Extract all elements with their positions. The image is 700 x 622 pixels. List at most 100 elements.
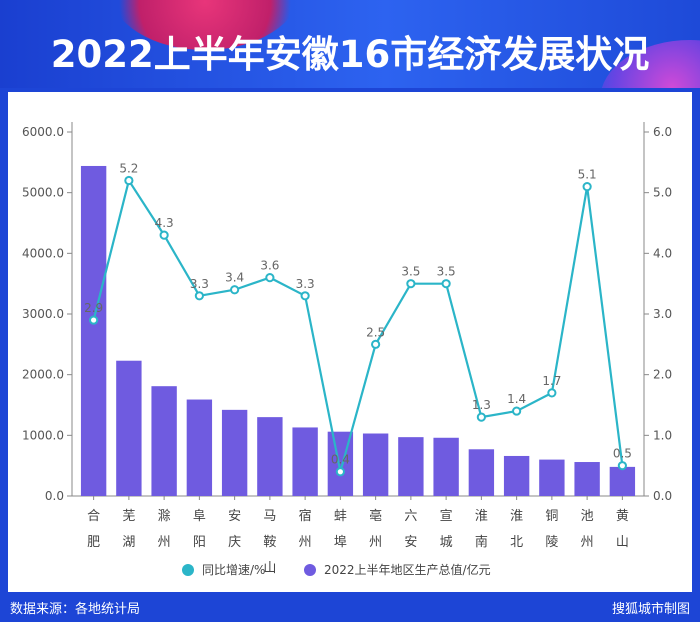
line-point [547, 388, 557, 398]
data-label: 1.7 [542, 374, 561, 388]
line-point [441, 279, 451, 289]
bar [116, 360, 142, 496]
x-tick-label: 北 [510, 535, 523, 550]
data-label: 3.5 [437, 265, 456, 279]
bar [362, 433, 389, 496]
x-tick-label: 陵 [545, 535, 558, 550]
line-point [159, 230, 169, 240]
line-point [265, 273, 275, 283]
x-tick-label: 湖 [122, 535, 135, 550]
x-tick-label: 滁 [158, 508, 171, 524]
line-point [406, 279, 416, 289]
header-banner: 2022上半年安徽16市经济发展状况 [0, 0, 700, 88]
x-tick-label: 芜 [122, 509, 135, 524]
y-left-tick-label: 5000.0 [22, 186, 64, 200]
bar [468, 449, 495, 496]
bar [186, 399, 213, 496]
data-label: 3.5 [401, 265, 420, 279]
x-tick-label: 州 [158, 535, 171, 550]
x-tick-label: 州 [369, 535, 382, 550]
data-label: 2.5 [366, 325, 385, 339]
x-tick-label: 淮 [510, 509, 523, 524]
y-right-tick-label: 3.0 [653, 307, 672, 321]
x-tick-label: 庆 [228, 535, 241, 550]
credit: 搜狐城市制图 [611, 602, 690, 617]
y-left-tick-label: 4000.0 [22, 246, 64, 260]
line-point [194, 291, 204, 301]
y-left-tick-label: 0.0 [45, 489, 64, 503]
y-right-tick-label: 4.0 [653, 246, 672, 260]
x-tick-label: 合 [87, 509, 100, 524]
combo-chart: 0.0 1000.0 2000.0 3000.0 4000.0 5000.0 6000.0 0… [22, 122, 672, 577]
data-label: 0.4 [331, 453, 350, 467]
line-point [371, 339, 381, 349]
x-tick-label: 铜 [545, 509, 558, 524]
y-right-tick-label: 6.0 [653, 125, 672, 139]
x-tick-label: 城 [440, 535, 453, 550]
x-tick-label: 肥 [87, 535, 100, 550]
y-left-tick-label: 6000.0 [22, 125, 64, 139]
x-tick-label: 州 [299, 535, 312, 550]
y-left-tick-label: 1000.0 [22, 428, 64, 442]
bar [433, 437, 459, 496]
x-tick-label: 宣 [440, 508, 453, 524]
bar [80, 165, 107, 496]
y-right-tick-label: 2.0 [653, 368, 672, 382]
x-tick-label: 阳 [193, 535, 206, 550]
line-point [476, 412, 486, 422]
legend-label-line: 同比增速/% [202, 563, 265, 577]
x-tick-label: 黄 [616, 509, 629, 524]
y-left-tick-label: 2000.0 [22, 368, 64, 382]
bar [257, 417, 283, 496]
x-tick-label: 南 [475, 534, 488, 550]
data-label: 4.3 [155, 216, 174, 230]
x-tick-label: 安 [228, 509, 241, 524]
line-point [300, 291, 310, 301]
x-tick-label: 阜 [193, 508, 206, 524]
x-tick-label: 鞍 [263, 534, 276, 550]
x-tick-label: 州 [581, 535, 594, 550]
legend-marker-bar [304, 564, 316, 576]
y-right-tick-label: 1.0 [653, 428, 672, 442]
bar [221, 409, 248, 496]
y-right-tick-label: 5.0 [653, 186, 672, 200]
x-tick-label: 六 [404, 509, 417, 524]
line-point [335, 467, 345, 477]
line-point [124, 175, 134, 186]
bar [539, 459, 565, 496]
data-label: 0.5 [613, 447, 632, 461]
legend-label-bar: 2022上半年地区生产总值/亿元 [324, 562, 491, 577]
x-tick-label: 山 [263, 561, 276, 576]
x-tick-label: 淮 [475, 509, 488, 524]
chart-card: 0.0 1000.0 2000.0 3000.0 4000.0 5000.0 6000.0 0… [8, 92, 692, 592]
data-label: 1.3 [472, 398, 491, 412]
data-label: 3.3 [296, 277, 315, 291]
page-title: 2022上半年安徽16市经济发展状况 [50, 33, 650, 76]
x-tick-label: 池 [581, 509, 594, 524]
bar [609, 466, 636, 496]
y-left-tick-label: 3000.0 [22, 307, 64, 321]
legend-marker-line [182, 564, 194, 576]
y-right-tick-label: 0.0 [653, 489, 672, 503]
x-tick-label: 埠 [334, 535, 347, 550]
x-tick-label: 亳 [369, 508, 382, 524]
line-point [230, 285, 240, 295]
x-tick-label: 安 [404, 535, 417, 550]
bar [151, 386, 177, 496]
data-label: 3.3 [190, 277, 209, 291]
line-point [617, 461, 627, 471]
x-tick-label: 宿 [299, 508, 312, 524]
data-label: 5.2 [119, 162, 138, 176]
line-point [89, 315, 99, 325]
data-label: 5.1 [578, 168, 597, 182]
x-tick-label: 马 [263, 509, 276, 524]
bar [574, 462, 600, 496]
bar [398, 437, 424, 496]
x-tick-label: 山 [616, 535, 629, 550]
data-source: 数据来源：各地统计局 [10, 602, 141, 617]
growth-line [92, 177, 624, 473]
data-label: 3.6 [260, 259, 279, 273]
data-label: 3.4 [225, 271, 244, 285]
line-point [512, 406, 522, 416]
bar [292, 427, 318, 496]
